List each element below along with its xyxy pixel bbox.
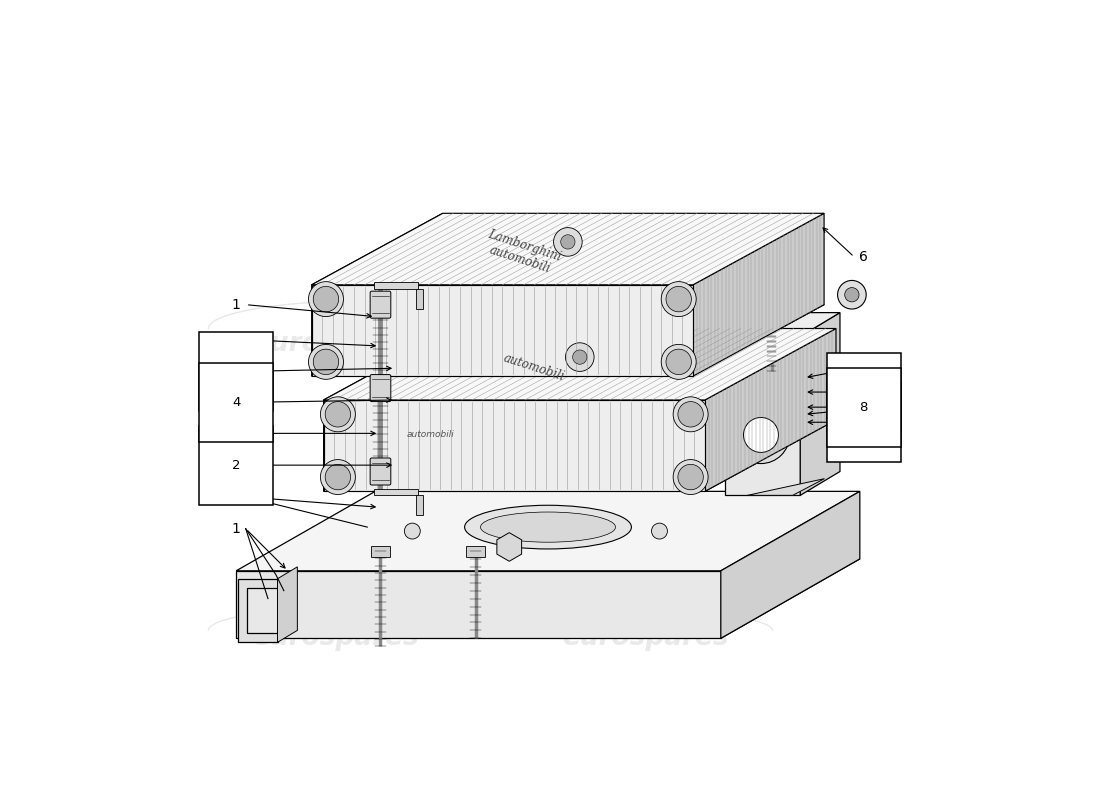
Text: automobili: automobili [502,352,566,384]
Text: 4: 4 [232,396,241,409]
Polygon shape [705,329,836,491]
Circle shape [405,523,420,539]
Circle shape [320,459,355,494]
Bar [792,370,801,381]
Circle shape [561,234,575,249]
Text: automobili: automobili [407,430,454,439]
Polygon shape [277,567,297,642]
Bar [466,546,485,558]
Text: 5: 5 [232,333,241,346]
Polygon shape [725,313,840,337]
Circle shape [673,397,708,432]
Bar [374,489,418,495]
Circle shape [744,418,779,453]
FancyBboxPatch shape [370,374,390,402]
Text: 8: 8 [859,401,868,414]
Circle shape [837,281,866,309]
Polygon shape [747,478,825,495]
Circle shape [573,350,587,364]
Text: Lamborghini
automobili: Lamborghini automobili [482,227,563,278]
Text: 1: 1 [232,298,241,312]
Polygon shape [323,420,836,491]
Polygon shape [497,533,521,562]
Polygon shape [720,491,860,638]
Polygon shape [323,329,454,491]
Bar [416,495,422,515]
Circle shape [673,459,708,494]
Bar [371,546,390,558]
Text: 2: 2 [232,458,241,472]
Text: 2: 2 [232,365,241,378]
Polygon shape [236,491,860,571]
Circle shape [314,349,339,374]
Circle shape [666,349,692,374]
Text: 11: 11 [855,362,872,375]
Circle shape [733,406,790,463]
Circle shape [314,286,339,312]
Text: 6: 6 [859,250,868,264]
Polygon shape [693,214,824,376]
Text: 11: 11 [855,402,872,417]
Circle shape [666,286,692,312]
Circle shape [320,397,355,432]
Circle shape [565,342,594,371]
Polygon shape [238,578,277,642]
Bar [374,282,418,289]
Polygon shape [801,313,840,495]
Polygon shape [323,329,836,400]
Polygon shape [236,571,720,638]
Circle shape [651,523,668,539]
FancyBboxPatch shape [370,291,390,318]
Text: 1: 1 [232,522,241,536]
Circle shape [678,402,703,427]
Circle shape [308,344,343,379]
Polygon shape [236,559,860,638]
Text: eurospares: eurospares [562,626,728,651]
Circle shape [326,464,351,490]
Circle shape [661,344,696,379]
Polygon shape [311,285,693,376]
Circle shape [661,282,696,317]
Polygon shape [311,305,824,376]
Text: eurospares: eurospares [252,626,419,651]
Bar [792,354,801,365]
Text: 5: 5 [232,490,241,504]
Bar [416,289,422,309]
Text: 5: 5 [232,426,241,440]
Polygon shape [323,400,705,491]
FancyBboxPatch shape [370,458,390,485]
Text: 7: 7 [859,386,868,398]
Ellipse shape [481,512,616,542]
Circle shape [678,464,703,490]
Ellipse shape [464,506,631,549]
Polygon shape [311,214,442,376]
Text: eurospares: eurospares [252,331,419,358]
Polygon shape [311,214,824,285]
Circle shape [553,228,582,256]
Text: eurospares: eurospares [562,331,728,358]
Circle shape [326,402,351,427]
Polygon shape [725,337,801,495]
Circle shape [845,287,859,302]
Text: 9: 9 [859,416,868,429]
Circle shape [308,282,343,317]
